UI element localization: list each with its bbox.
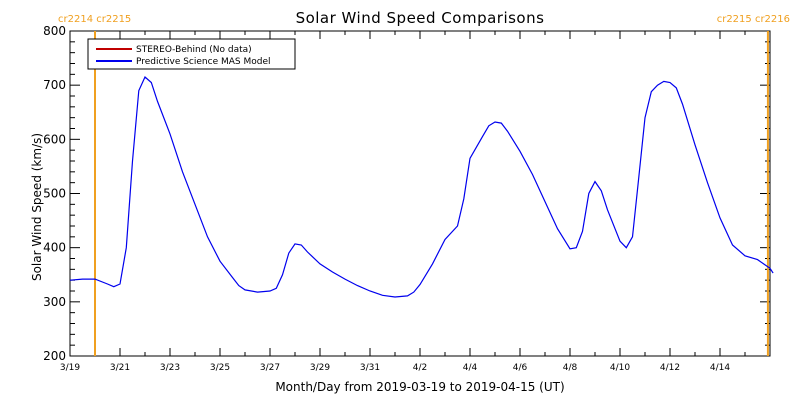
y-axis-label: Solar Wind Speed (km/s) [30, 133, 44, 281]
x-tick-label: 4/4 [463, 363, 478, 373]
y-tick-label: 400 [43, 241, 66, 255]
x-tick-label: 3/19 [60, 363, 80, 373]
plot-area: 3/19 3/21 3/23 3/25 3/27 3/29 3/31 4/2 4/4 4/6 4/8… [43, 24, 774, 373]
x-tick-label: 4/14 [710, 363, 730, 373]
y-tick-label: 800 [43, 24, 66, 38]
x-tick-label: 4/6 [513, 363, 528, 373]
x-tick-label: 4/8 [563, 363, 578, 373]
legend-box [87, 38, 296, 70]
plot-frame [69, 30, 771, 357]
legend: STEREO-Behind (No data) Predictive Scien… [87, 38, 296, 70]
x-tick-label: 3/29 [310, 363, 330, 373]
x-tick-label: 4/2 [413, 363, 427, 373]
y-tick-label: 300 [43, 295, 66, 309]
y-tick-label: 500 [43, 187, 66, 201]
carrington-left-label: cr2214 cr2215 [58, 14, 131, 25]
x-tick-label: 4/10 [610, 363, 630, 373]
legend-label-mas: Predictive Science MAS Model [136, 57, 271, 67]
x-axis-label: Month/Day from 2019-03-19 to 2019-04-15 … [275, 380, 564, 394]
x-tick-label: 3/25 [210, 363, 230, 373]
series-line-mas-model [69, 76, 774, 298]
y-tick-label: 600 [43, 132, 66, 146]
x-tick-label: 4/12 [660, 363, 680, 373]
x-tick-label: 3/23 [160, 363, 180, 373]
x-tick-label: 3/21 [110, 363, 130, 373]
carrington-right-label: cr2215 cr2216 [717, 14, 790, 25]
y-tick-label: 200 [43, 349, 66, 363]
x-tick-label: 3/27 [260, 363, 280, 373]
y-tick-label: 700 [43, 78, 66, 92]
chart-title: Solar Wind Speed Comparisons [296, 9, 545, 27]
legend-label-stereo: STEREO-Behind (No data) [136, 45, 252, 55]
x-tick-label: 3/31 [360, 363, 380, 373]
